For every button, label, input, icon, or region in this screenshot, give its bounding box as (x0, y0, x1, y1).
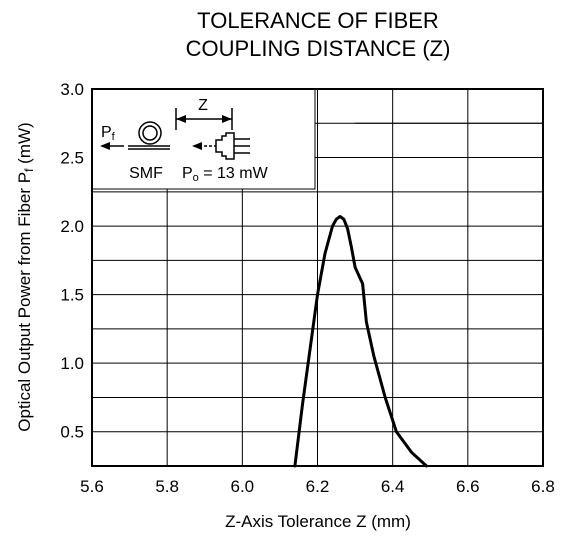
chart-title-line-1: TOLERANCE OF FIBER (197, 8, 439, 33)
fiber-coil-icon (128, 121, 170, 150)
x-tick-label-6: 6.8 (531, 477, 555, 496)
z-arrow-left-icon (176, 115, 186, 123)
x-tick-label-0: 5.6 (80, 477, 104, 496)
y-tick-label-2: 1.5 (60, 286, 84, 305)
z-label: Z (198, 97, 208, 114)
smf-label: SMF (129, 165, 163, 182)
inset-diagram: Z Pf SMF Po = 13 mW (91, 88, 316, 190)
pf-label: Pf (101, 124, 116, 143)
inset-box (91, 88, 316, 190)
pf-arrow-icon (100, 142, 110, 150)
chart-title-line-2: COUPLING DISTANCE (Z) (186, 36, 451, 61)
x-tick-label-4: 6.4 (381, 477, 405, 496)
x-tick-label-2: 6.0 (231, 477, 255, 496)
y-axis-label: Optical Output Power from Fiber Pf (mW) (15, 122, 36, 431)
y-tick-labels: 0.5 1.0 1.5 2.0 2.5 3.0 (60, 80, 84, 442)
laser-module-icon (215, 132, 250, 160)
x-axis-label: Z-Axis Tolerance Z (mm) (225, 512, 411, 531)
y-tick-label-4: 2.5 (60, 149, 84, 168)
chart-title: TOLERANCE OF FIBER COUPLING DISTANCE (Z) (186, 8, 451, 61)
y-tick-label-5: 3.0 (60, 80, 84, 99)
x-tick-labels: 5.6 5.8 6.0 6.2 6.4 6.6 6.8 (80, 477, 555, 496)
y-tick-label-3: 2.0 (60, 217, 84, 236)
y-tick-label-0: 0.5 (60, 423, 84, 442)
series-points (295, 216, 427, 466)
po-label: Po = 13 mW (182, 165, 269, 184)
po-arrow-icon (192, 142, 202, 150)
x-tick-label-3: 6.2 (306, 477, 330, 496)
y-tick-label-1: 1.0 (60, 354, 84, 373)
z-arrow-right-icon (222, 115, 232, 123)
x-tick-label-1: 5.8 (155, 477, 179, 496)
x-tick-label-5: 6.6 (456, 477, 480, 496)
plot-frame (91, 88, 544, 467)
series-line (293, 215, 428, 468)
